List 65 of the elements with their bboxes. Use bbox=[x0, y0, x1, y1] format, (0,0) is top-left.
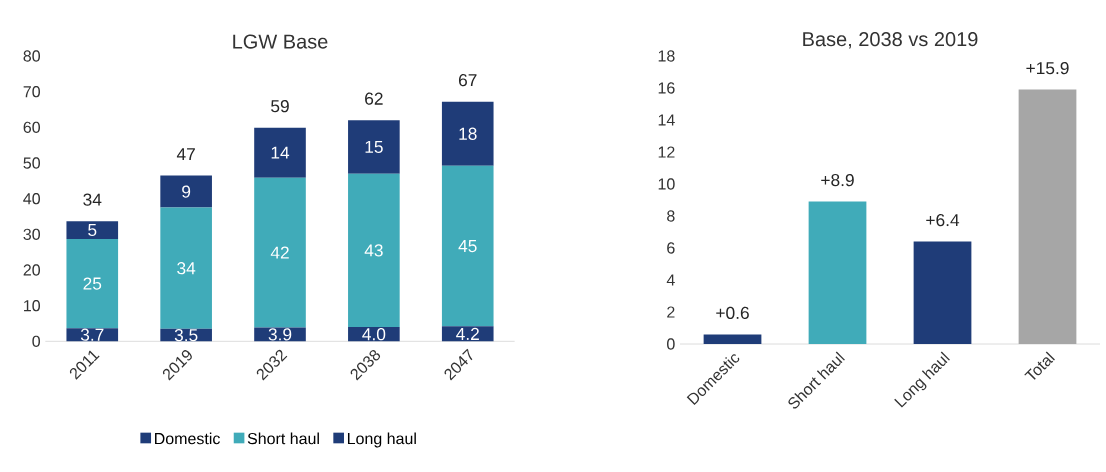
bar bbox=[254, 177, 306, 328]
data-label: 42 bbox=[270, 246, 289, 259]
legend-label: Short haul bbox=[247, 432, 319, 445]
total-label: 59 bbox=[271, 100, 289, 113]
y-tick-label: 0 bbox=[667, 338, 675, 350]
y-tick-label: 80 bbox=[23, 50, 41, 62]
y-tick-label: 30 bbox=[23, 228, 41, 240]
bar bbox=[913, 241, 972, 344]
y-tick-label: 4 bbox=[666, 274, 675, 286]
y-tick-label: 2 bbox=[667, 306, 675, 318]
data-label: +6.4 bbox=[926, 213, 960, 227]
y-tick-label: 10 bbox=[658, 178, 675, 190]
y-tick-label: 18 bbox=[658, 50, 675, 62]
data-label: 43 bbox=[364, 244, 383, 257]
data-label: 5 bbox=[88, 224, 97, 237]
y-tick-label: 40 bbox=[23, 193, 41, 205]
bar bbox=[1018, 89, 1077, 344]
data-label: +0.6 bbox=[716, 306, 749, 320]
chart-title: Base, 2038 vs 2019 bbox=[803, 32, 978, 49]
y-tick-label: 0 bbox=[32, 335, 41, 347]
data-label: 4.2 bbox=[456, 327, 479, 340]
y-tick-label: 12 bbox=[658, 146, 675, 158]
bar bbox=[703, 334, 762, 344]
data-label: +8.9 bbox=[821, 173, 854, 187]
data-label: 45 bbox=[458, 240, 477, 253]
data-label: 14 bbox=[271, 146, 290, 159]
data-label: 9 bbox=[182, 185, 191, 198]
total-label: 47 bbox=[176, 148, 195, 161]
data-label: +15.9 bbox=[1026, 61, 1069, 75]
y-tick-label: 6 bbox=[667, 242, 675, 254]
bar bbox=[348, 173, 400, 328]
data-label: 15 bbox=[365, 140, 383, 153]
bar bbox=[441, 326, 494, 342]
y-tick-label: 70 bbox=[23, 86, 41, 98]
data-label: 4.0 bbox=[362, 328, 386, 341]
bar bbox=[160, 207, 212, 329]
legend-label: Long haul bbox=[347, 432, 416, 448]
data-label: 3.7 bbox=[80, 328, 104, 341]
data-label: 25 bbox=[83, 277, 102, 290]
data-label: 34 bbox=[177, 262, 196, 275]
y-tick-label: 16 bbox=[658, 82, 675, 94]
bar bbox=[254, 327, 306, 342]
bar bbox=[348, 120, 400, 174]
bar bbox=[441, 101, 494, 166]
total-label: 34 bbox=[83, 193, 102, 206]
bar bbox=[66, 238, 119, 329]
data-label: 3.5 bbox=[174, 328, 198, 342]
y-tick-label: 8 bbox=[667, 210, 675, 222]
legend-label: Domestic bbox=[155, 432, 220, 445]
y-tick-label: 20 bbox=[23, 264, 41, 276]
y-tick-label: 10 bbox=[24, 300, 41, 312]
y-tick-label: 50 bbox=[23, 157, 41, 169]
y-tick-label: 14 bbox=[658, 114, 675, 126]
y-tick-label: 60 bbox=[23, 121, 41, 133]
bar bbox=[66, 221, 119, 239]
bar bbox=[808, 201, 867, 344]
bar bbox=[254, 127, 306, 178]
total-label: 62 bbox=[365, 92, 383, 105]
bar bbox=[441, 165, 494, 327]
data-label: 18 bbox=[459, 127, 477, 140]
bar bbox=[160, 175, 212, 208]
chart-title: LGW Base bbox=[233, 34, 328, 49]
bar bbox=[66, 328, 119, 342]
total-label: 67 bbox=[458, 74, 477, 87]
data-label: 3.9 bbox=[268, 328, 292, 341]
